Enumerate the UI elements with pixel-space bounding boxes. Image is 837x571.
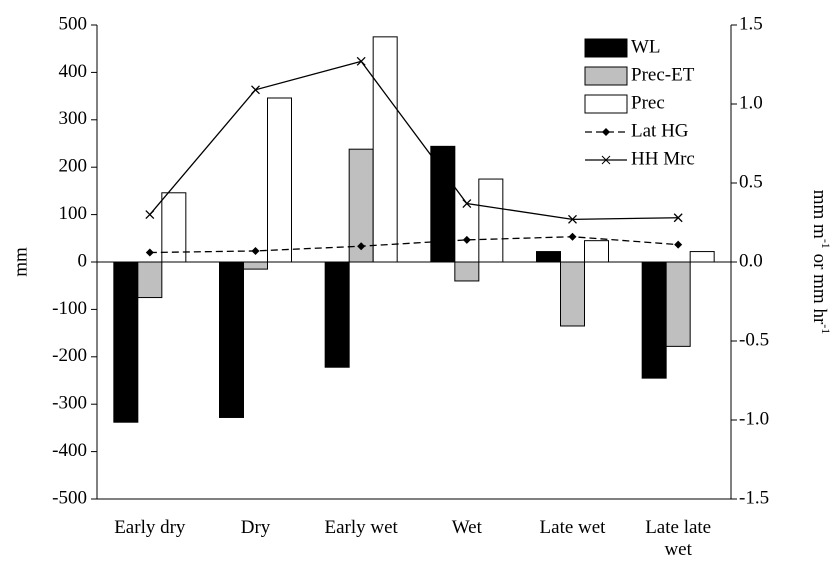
bar — [113, 261, 139, 423]
marker — [251, 246, 260, 255]
legend-swatch — [584, 94, 628, 114]
bar — [137, 261, 163, 299]
marker — [462, 235, 471, 244]
marker — [462, 199, 472, 208]
legend-label: HH Mrc — [631, 148, 695, 169]
marker — [674, 240, 683, 249]
line — [149, 236, 679, 254]
y-tick-label: 0 — [78, 250, 88, 271]
y2-tick-label: -0.5 — [739, 329, 769, 350]
bar — [324, 261, 350, 368]
y-tick-label: 200 — [59, 156, 88, 177]
y-tick-label: -300 — [52, 393, 87, 414]
bar — [665, 261, 691, 347]
bar — [641, 261, 667, 379]
y2-tick-label: -1.0 — [739, 408, 769, 429]
marker — [568, 232, 577, 241]
y-tick-label: 500 — [59, 13, 88, 34]
legend-swatch — [584, 66, 628, 86]
marker — [356, 56, 366, 66]
legend-label: Lat HG — [631, 120, 689, 141]
y-tick-label: 300 — [59, 108, 88, 129]
x-tick-label: Early dry — [114, 517, 186, 538]
legend-swatch — [584, 38, 628, 58]
legend-label: WL — [631, 36, 661, 57]
y-tick-label: -400 — [52, 440, 87, 461]
bar — [689, 251, 715, 263]
y-tick-label: 100 — [59, 203, 88, 224]
y-tick-label: 400 — [59, 61, 88, 82]
marker — [145, 210, 155, 220]
y2-tick-label: 1.0 — [739, 92, 763, 113]
bar — [267, 97, 292, 263]
legend-label: Prec — [631, 92, 665, 113]
y-tick-label: -200 — [52, 345, 87, 366]
bar — [430, 145, 456, 263]
marker — [357, 242, 366, 251]
x-tick-label: Late late wet — [645, 517, 711, 560]
legend-swatch — [601, 155, 611, 165]
marker — [251, 85, 260, 95]
bar — [454, 261, 480, 282]
bar — [161, 192, 187, 263]
line — [149, 60, 679, 220]
x-tick-label: Dry — [241, 517, 271, 538]
legend-swatch — [602, 128, 610, 136]
marker — [568, 214, 577, 224]
bar — [372, 36, 398, 263]
y2-axis-label: mm m-1 or mm hr-1 — [809, 190, 834, 335]
x-tick-label: Wet — [452, 517, 483, 538]
marker — [145, 248, 154, 257]
y-axis-label: mm — [10, 247, 31, 277]
x-tick-label: Late wet — [540, 517, 607, 538]
bar — [219, 261, 244, 418]
bar — [536, 251, 561, 263]
bar — [584, 240, 609, 263]
y2-tick-label: -1.5 — [739, 487, 769, 508]
bar — [560, 261, 585, 327]
marker — [673, 213, 683, 223]
legend-label: Prec-ET — [631, 64, 695, 85]
y-tick-label: -100 — [52, 298, 87, 319]
y2-tick-label: 0.0 — [739, 250, 763, 271]
x-tick-label: Early wet — [325, 517, 399, 538]
bar — [243, 261, 268, 270]
y2-tick-label: 0.5 — [739, 171, 763, 192]
y2-tick-label: 1.5 — [739, 13, 763, 34]
bar — [478, 178, 504, 263]
y-tick-label: -500 — [52, 487, 87, 508]
